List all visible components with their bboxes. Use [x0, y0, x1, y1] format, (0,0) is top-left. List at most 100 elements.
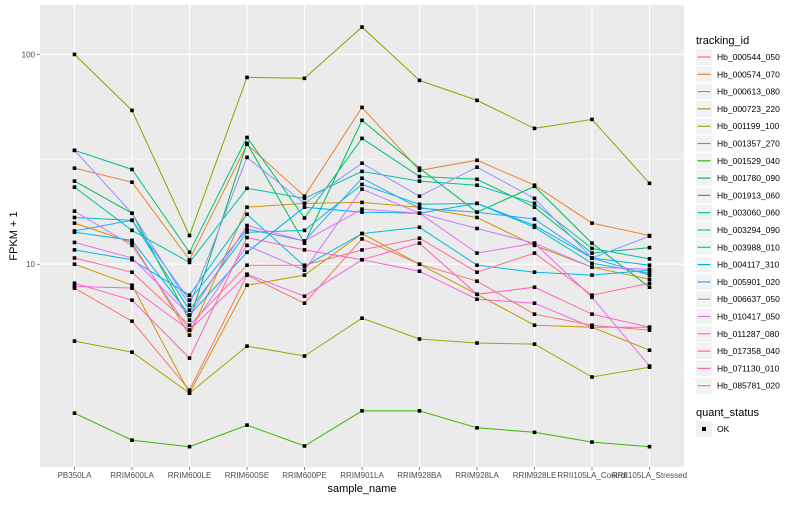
data-point [360, 176, 364, 181]
data-point [590, 325, 594, 329]
data-point [245, 227, 249, 231]
x-tick-label: PB350LA [58, 471, 92, 480]
data-point [130, 167, 134, 172]
data-point [532, 205, 537, 209]
data-point [475, 177, 479, 182]
data-point [187, 257, 192, 262]
data-point [417, 211, 422, 216]
data-point [245, 283, 249, 288]
x-axis-title: sample_name [327, 483, 396, 495]
data-point [417, 337, 422, 341]
data-point [360, 237, 364, 241]
data-point [532, 342, 537, 346]
legend-label: Hb_006637_050 [717, 294, 780, 304]
data-point [360, 169, 364, 174]
data-point [417, 168, 422, 173]
data-point [532, 241, 537, 245]
x-tick-label: RRIM600LA [110, 471, 154, 480]
data-point [72, 284, 77, 288]
data-point [302, 301, 307, 305]
data-point [590, 251, 594, 255]
data-point [360, 187, 364, 191]
data-point [245, 344, 249, 348]
data-point [72, 52, 77, 57]
legend-label: Hb_003060_060 [717, 208, 780, 218]
data-point [360, 200, 364, 205]
data-point [130, 211, 134, 216]
data-point [360, 161, 364, 166]
data-point [187, 328, 192, 332]
data-point [417, 241, 422, 245]
data-point [475, 297, 479, 302]
data-point [72, 215, 77, 220]
data-point [360, 105, 364, 110]
data-point [647, 234, 652, 238]
data-point [475, 426, 479, 430]
data-point [360, 210, 364, 214]
data-point [532, 285, 537, 290]
data-point [475, 263, 479, 268]
data-point [187, 313, 192, 317]
data-point [72, 240, 77, 245]
data-point [245, 186, 249, 191]
data-point [532, 225, 537, 230]
data-point [72, 339, 77, 343]
data-point [417, 236, 422, 241]
data-point [475, 165, 479, 170]
data-point [245, 205, 249, 209]
y-tick-label: 10 [26, 260, 35, 269]
legend-label: Hb_017358_040 [717, 346, 780, 356]
legend-label: Hb_001199_100 [717, 121, 780, 131]
data-point [130, 438, 134, 442]
data-point [245, 230, 249, 235]
data-point [647, 267, 652, 272]
data-point [647, 281, 652, 285]
data-point [72, 166, 77, 170]
legend-title-tracking-id: tracking_id [696, 35, 749, 47]
data-point [590, 295, 594, 300]
data-point [590, 241, 594, 245]
x-tick-label: RRII105LA_Control [557, 471, 627, 480]
x-tick-label: RRIM928LE [513, 471, 557, 480]
data-point [590, 221, 594, 225]
data-point [417, 202, 422, 207]
data-point [475, 158, 479, 163]
legend-label: Hb_071130_010 [717, 363, 780, 373]
data-point [130, 243, 134, 248]
data-point [72, 248, 77, 252]
data-point [647, 364, 652, 368]
data-point [590, 440, 594, 444]
legend-label: Hb_003294_090 [717, 225, 780, 235]
data-point [187, 388, 192, 392]
data-point [187, 444, 192, 449]
x-tick-label: RRIM600LE [168, 471, 212, 480]
data-point [475, 279, 479, 283]
data-point [647, 181, 652, 186]
data-point [647, 245, 652, 250]
data-point [245, 155, 249, 160]
data-point [475, 270, 479, 275]
data-point [532, 430, 537, 435]
data-point [360, 207, 364, 211]
data-point [72, 209, 77, 213]
data-point [532, 251, 537, 255]
data-point [647, 325, 652, 329]
data-point [590, 323, 594, 328]
x-tick-label: RRIM928BA [397, 471, 442, 480]
x-tick-label: RRIM901LA [340, 471, 384, 480]
data-point [72, 262, 77, 267]
data-point [302, 194, 307, 198]
y-tick-label: 100 [22, 50, 36, 59]
data-point [360, 316, 364, 320]
data-point [130, 228, 134, 233]
legend-label: Hb_085781_020 [717, 381, 780, 391]
legend-label: Hb_005901_020 [717, 277, 780, 287]
data-point [360, 182, 364, 187]
data-point [302, 263, 307, 268]
x-tick-label: RRIM928LA [455, 471, 499, 480]
data-point [417, 194, 422, 198]
data-points [72, 25, 652, 449]
data-point [187, 260, 192, 265]
data-point [72, 286, 77, 290]
